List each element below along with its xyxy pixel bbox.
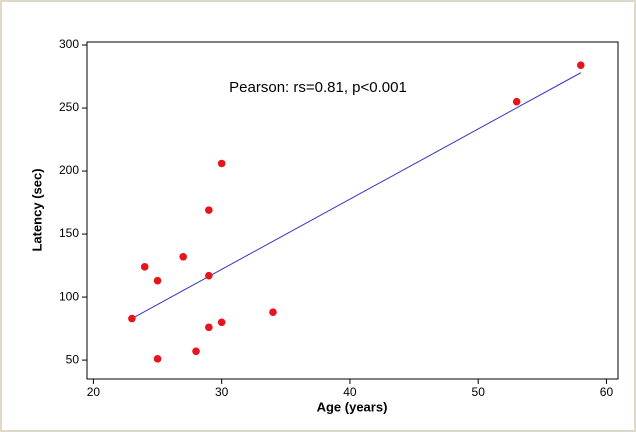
point (128, 314, 136, 323)
y-tick-label: 250 (59, 100, 79, 114)
x-tick-label: 60 (600, 385, 614, 399)
point (269, 308, 277, 317)
annotation: Pearson: rs=0.81, p<0.001 (229, 79, 407, 96)
y-tick-label: 150 (59, 226, 79, 240)
point (205, 206, 213, 214)
y-axis-label: Latency (sec) (29, 168, 44, 251)
y-tick-label: 200 (59, 163, 79, 177)
point (205, 323, 213, 332)
point (217, 318, 226, 327)
point (205, 271, 213, 280)
point (577, 61, 585, 69)
plot-area (86, 41, 619, 380)
x-tick-label: 30 (215, 385, 229, 399)
point (217, 159, 226, 168)
point (192, 347, 200, 356)
x-tick-label: 20 (87, 385, 101, 399)
y-tick-label: 50 (66, 352, 80, 366)
x-tick-label: 40 (343, 385, 357, 399)
y-tick-label: 100 (59, 289, 79, 303)
point (153, 355, 162, 363)
y-tick-label: 300 (59, 37, 79, 51)
x-tick-label: 50 (472, 385, 486, 399)
point (512, 97, 521, 106)
point (179, 252, 187, 261)
point (140, 263, 149, 271)
x-axis-label: Age (years) (317, 399, 388, 414)
point (153, 276, 162, 285)
